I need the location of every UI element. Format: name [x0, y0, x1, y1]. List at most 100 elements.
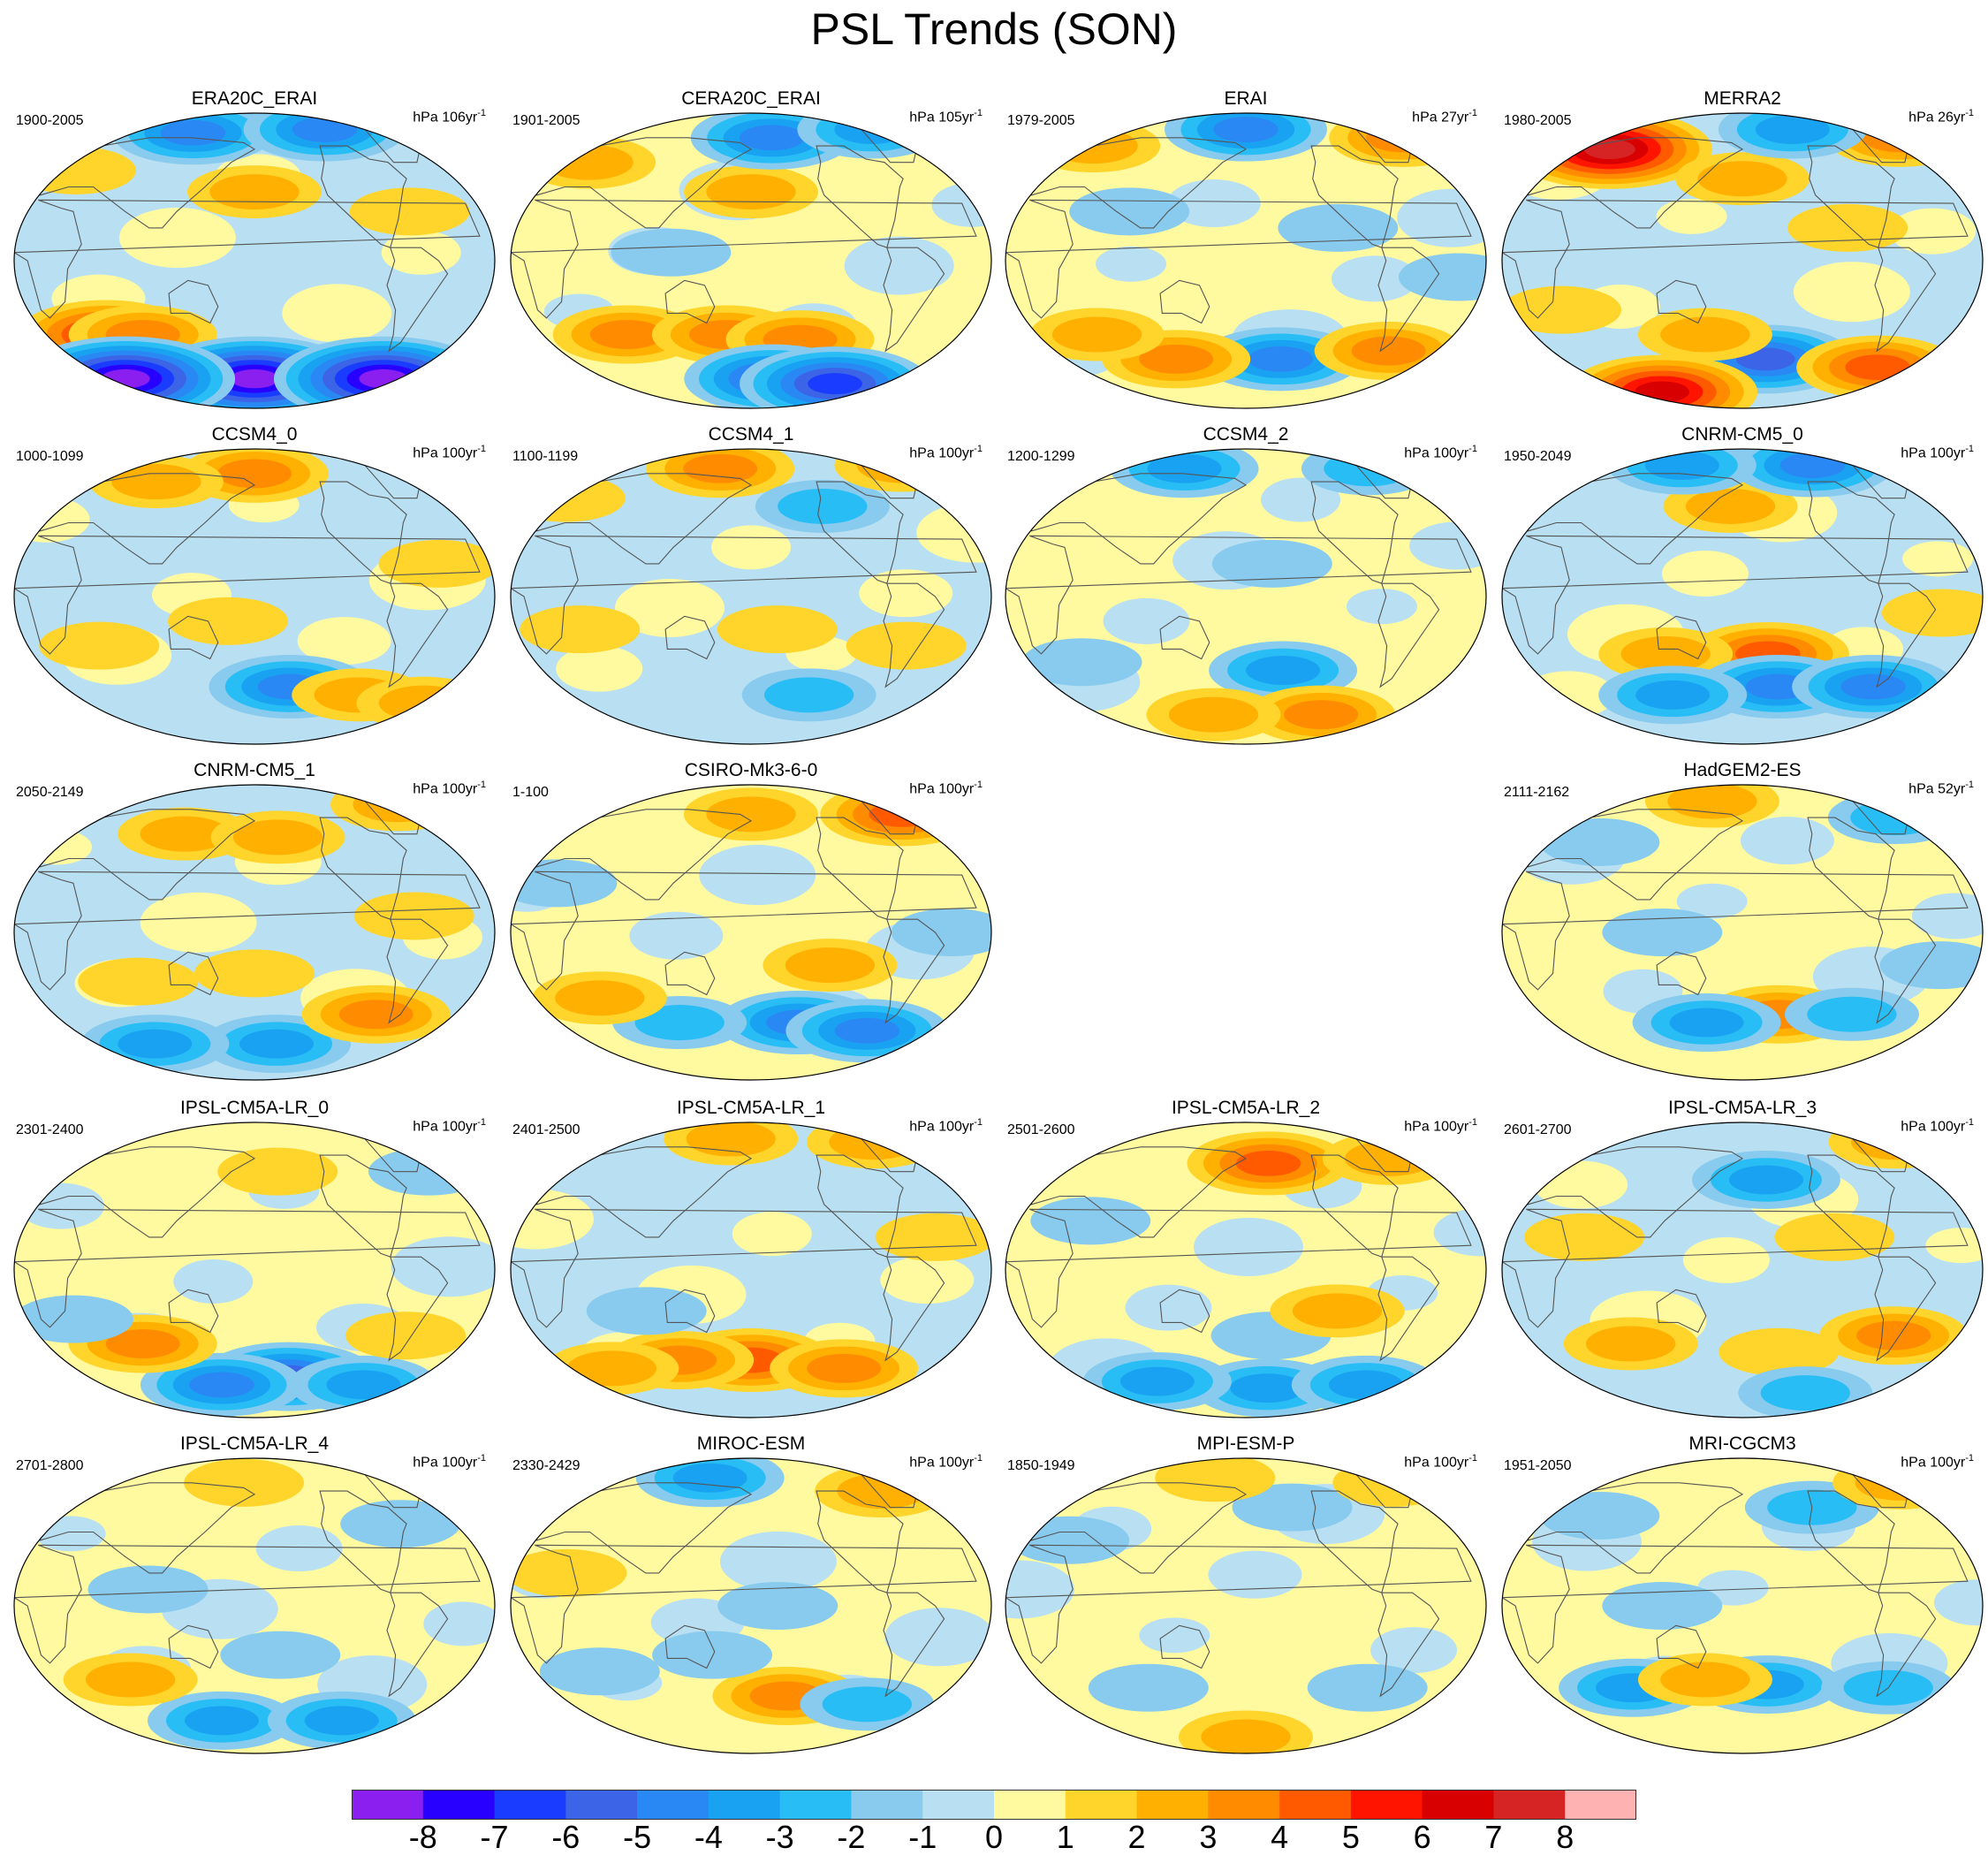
colorbar-swatch — [1136, 1790, 1209, 1820]
panel-title: CSIRO-Mk3-6-0 — [684, 760, 818, 780]
trend-map — [510, 1122, 992, 1418]
coastline — [816, 145, 904, 248]
trend-contour — [111, 464, 201, 500]
trend-contour — [837, 1473, 927, 1509]
map-panel: HadGEM2-ES 2111-2162 hPa 52yr-1 — [1495, 760, 1988, 1081]
trend-patch — [1103, 597, 1190, 644]
trend-map — [13, 1122, 496, 1418]
trend-contour — [378, 539, 495, 588]
map-panel: ERAI 1979-2005 hPa 27yr-1 — [998, 88, 1493, 409]
coastline — [816, 481, 904, 584]
coastline — [1159, 615, 1210, 660]
trend-contour — [1635, 680, 1711, 710]
trend-contour — [683, 453, 758, 483]
coastline — [664, 1289, 716, 1334]
colorbar-tick-label: 2 — [1127, 1819, 1146, 1855]
trend-patch — [711, 525, 791, 570]
trend-contour — [785, 947, 876, 984]
trend-contour — [353, 787, 443, 823]
trend-patch — [1261, 477, 1341, 522]
coastline — [816, 1154, 904, 1258]
map-panel: MIROC-ESM 2330-2429 hPa 100yr-1 — [504, 1433, 998, 1754]
trend-contour — [891, 909, 991, 956]
trend-contour — [340, 1500, 461, 1548]
trend-patch — [556, 645, 643, 692]
coastline — [1874, 1592, 1937, 1698]
map-border — [13, 448, 496, 745]
panel-unit: hPa 100yr-1 — [1404, 1117, 1477, 1135]
trend-contour — [1719, 1327, 1840, 1376]
map-panel: CCSM4_1 1100-1199 hPa 100yr-1 — [504, 424, 998, 745]
colorbar-swatch — [1422, 1790, 1494, 1820]
trend-contour — [217, 1147, 338, 1196]
trend-contour — [686, 1122, 776, 1157]
trend-contour — [85, 1661, 176, 1698]
trend-contour — [345, 1312, 467, 1360]
trend-contour — [539, 1647, 660, 1696]
trend-contour — [717, 605, 838, 654]
trend-patch — [118, 208, 236, 269]
trend-map — [1501, 112, 1984, 409]
trend-contour — [1307, 1663, 1428, 1712]
panel-unit: hPa 106yr-1 — [413, 108, 486, 125]
trend-patch — [18, 1182, 105, 1229]
trend-contour — [1026, 119, 1161, 173]
panel-title: CCSM4_2 — [1203, 424, 1289, 445]
trend-contour — [1069, 187, 1190, 236]
trend-contour — [1845, 354, 1910, 381]
trend-contour — [1602, 909, 1723, 956]
coastline — [1874, 582, 1937, 688]
trend-contour — [706, 796, 796, 833]
trend-contour — [1881, 589, 1983, 637]
coastline — [386, 1592, 449, 1698]
trend-contour — [168, 597, 289, 645]
trend-contour — [717, 1582, 838, 1630]
trend-contour — [87, 1565, 209, 1614]
map-panel: IPSL-CM5A-LR_1 2401-2500 hPa 100yr-1 — [504, 1098, 998, 1418]
trend-contour — [1366, 123, 1441, 153]
trend-contour — [1660, 1661, 1750, 1698]
panel-period: 2501-2600 — [1007, 1122, 1075, 1137]
panel-period: 1100-1199 — [512, 449, 579, 464]
trend-patch — [1902, 541, 1974, 577]
trend-contour — [1644, 451, 1719, 481]
trend-contour — [1246, 656, 1321, 685]
trend-patch — [732, 1212, 812, 1257]
trend-contour — [1760, 1375, 1850, 1411]
map-panel: CERA20C_ERAI 1901-2005 hPa 105yr-1 — [504, 88, 998, 409]
trend-map — [1501, 784, 1984, 1081]
panel-unit: hPa 100yr-1 — [909, 779, 983, 797]
trend-contour — [140, 816, 230, 852]
trend-contour — [1009, 1516, 1130, 1564]
panel-period: 2301-2400 — [16, 1122, 84, 1137]
trend-patch — [629, 911, 724, 960]
trend-contour — [1232, 1483, 1353, 1532]
coastline — [883, 247, 945, 353]
panel-period: 1950-2049 — [1504, 449, 1572, 464]
trend-patch — [1370, 1627, 1458, 1674]
trend-patch — [21, 829, 93, 865]
trend-contour — [846, 621, 967, 670]
coastline — [168, 1624, 219, 1669]
panel-unit: hPa 100yr-1 — [1404, 1453, 1477, 1471]
coastline — [1159, 1289, 1210, 1334]
panel-title: IPSL-CM5A-LR_3 — [1667, 1098, 1817, 1118]
coastline — [1310, 1154, 1399, 1258]
colorbar-swatch — [352, 1790, 424, 1820]
colorbar — [352, 1790, 1636, 1820]
panel-title: IPSL-CM5A-LR_4 — [179, 1433, 330, 1454]
colorbar-tick-label: 1 — [1056, 1819, 1074, 1855]
trend-contour — [869, 802, 935, 827]
trend-map — [510, 1457, 992, 1754]
trend-contour — [356, 676, 491, 730]
panel-title: CNRM-CM5_1 — [193, 760, 315, 780]
coastline — [664, 615, 716, 660]
trend-contour — [706, 174, 796, 210]
trend-patch — [1005, 1560, 1074, 1619]
trend-patch — [1346, 589, 1417, 625]
trend-contour — [672, 1463, 747, 1493]
trend-contour — [1119, 1366, 1195, 1396]
trend-patch — [1656, 198, 1727, 234]
trend-contour — [1774, 1213, 1895, 1261]
coastline — [1874, 918, 1937, 1024]
